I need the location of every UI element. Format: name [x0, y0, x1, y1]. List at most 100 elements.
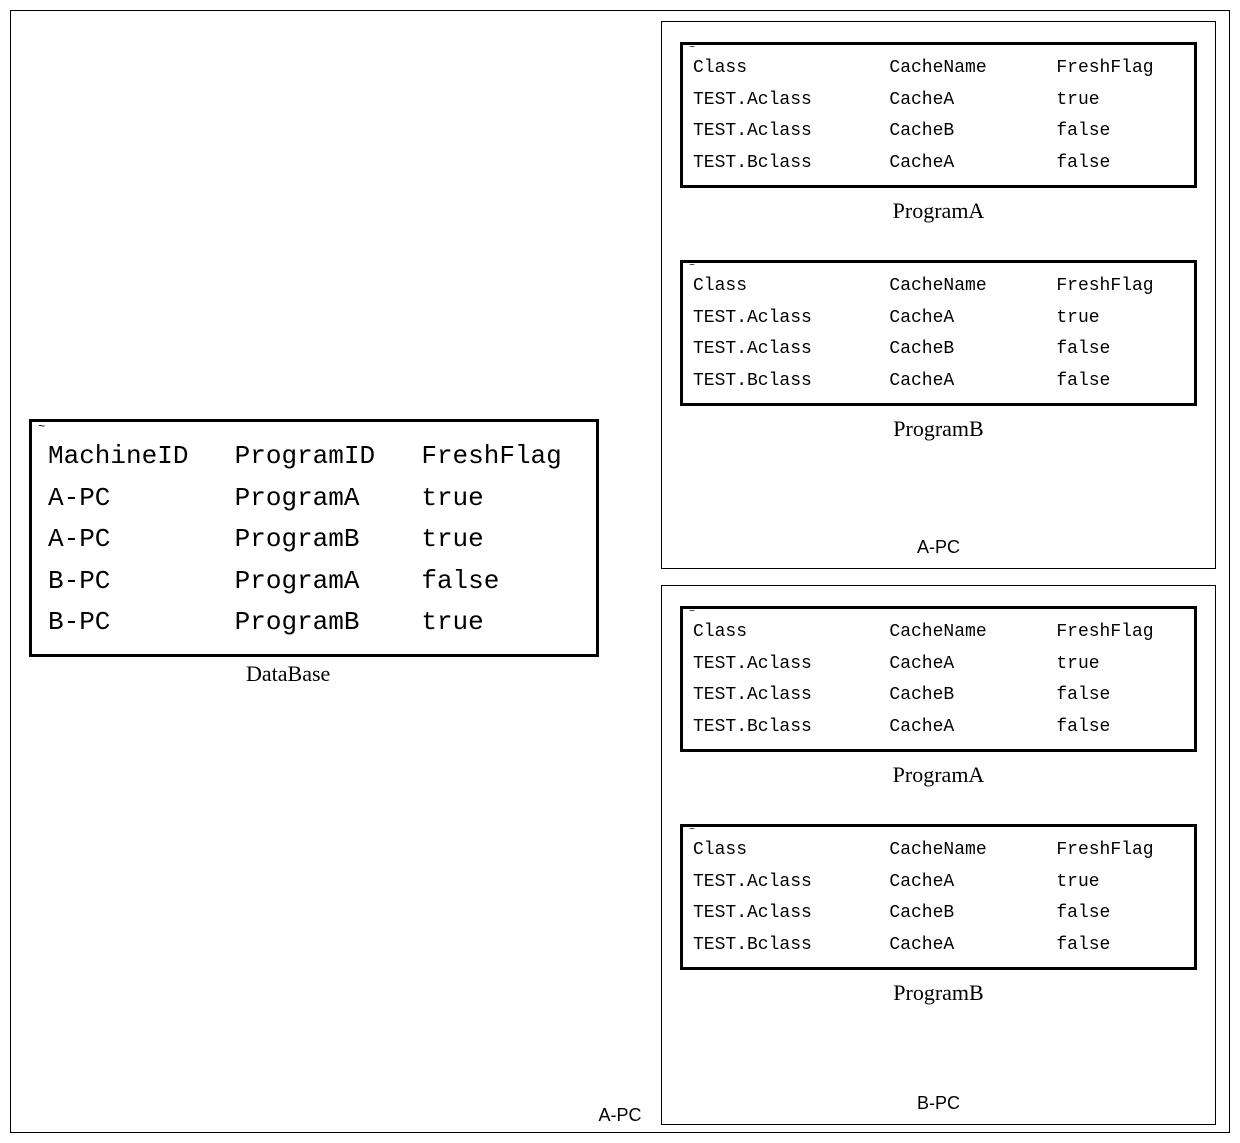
tilde-icon: ~ [38, 420, 45, 434]
prog-cell: true [1056, 867, 1184, 899]
table-row: TEST.Aclass CacheA true [693, 649, 1184, 681]
program-label: ProgramB [680, 980, 1197, 1006]
db-cell: true [421, 519, 580, 561]
table-row: TEST.Aclass CacheA true [693, 85, 1184, 117]
table-row: TEST.Bclass CacheA false [693, 366, 1184, 398]
program-box: ~ Class CacheName FreshFlag TEST.Aclass … [680, 260, 1197, 406]
prog-cell: CacheA [889, 649, 1056, 681]
table-header-row: Class CacheName FreshFlag [693, 617, 1184, 649]
table-row: A-PC ProgramB true [48, 519, 580, 561]
tilde-icon: ~ [689, 261, 695, 272]
prog-cell: false [1056, 712, 1184, 744]
table-header-row: Class CacheName FreshFlag [693, 271, 1184, 303]
program-box: ~ Class CacheName FreshFlag TEST.Aclass … [680, 824, 1197, 970]
table-row: TEST.Aclass CacheB false [693, 680, 1184, 712]
table-header-row: Class CacheName FreshFlag [693, 53, 1184, 85]
prog-cell: CacheA [889, 148, 1056, 180]
prog-cell: true [1056, 85, 1184, 117]
db-col-freshflag: FreshFlag [421, 436, 580, 478]
db-cell: B-PC [48, 561, 235, 603]
tilde-icon: ~ [689, 825, 695, 836]
prog-cell: false [1056, 148, 1184, 180]
prog-cell: CacheA [889, 366, 1056, 398]
db-cell: true [421, 602, 580, 644]
program-box: ~ Class CacheName FreshFlag TEST.Aclass … [680, 606, 1197, 752]
prog-cell: false [1056, 366, 1184, 398]
tilde-icon: ~ [689, 43, 695, 54]
db-cell: A-PC [48, 478, 235, 520]
prog-cell: CacheA [889, 303, 1056, 335]
outer-container: ~ MachineID ProgramID FreshFlag A-PC Pro… [10, 10, 1230, 1133]
table-header-row: Class CacheName FreshFlag [693, 835, 1184, 867]
prog-col-cachename: CacheName [889, 53, 1056, 85]
prog-cell: TEST.Bclass [693, 366, 889, 398]
table-row: TEST.Bclass CacheA false [693, 148, 1184, 180]
database-table: MachineID ProgramID FreshFlag A-PC Progr… [48, 436, 580, 644]
prog-col-freshflag: FreshFlag [1056, 835, 1184, 867]
prog-cell: false [1056, 898, 1184, 930]
prog-cell: TEST.Aclass [693, 116, 889, 148]
program-table: Class CacheName FreshFlag TEST.Aclass Ca… [693, 617, 1184, 743]
prog-col-cachename: CacheName [889, 271, 1056, 303]
database-box: ~ MachineID ProgramID FreshFlag A-PC Pro… [29, 419, 599, 657]
prog-cell: false [1056, 930, 1184, 962]
prog-cell: CacheB [889, 680, 1056, 712]
prog-col-cachename: CacheName [889, 617, 1056, 649]
prog-col-freshflag: FreshFlag [1056, 271, 1184, 303]
program-table: Class CacheName FreshFlag TEST.Aclass Ca… [693, 271, 1184, 397]
table-row: TEST.Bclass CacheA false [693, 712, 1184, 744]
prog-col-cachename: CacheName [889, 835, 1056, 867]
table-header-row: MachineID ProgramID FreshFlag [48, 436, 580, 478]
prog-col-class: Class [693, 271, 889, 303]
prog-cell: false [1056, 334, 1184, 366]
program-table: Class CacheName FreshFlag TEST.Aclass Ca… [693, 835, 1184, 961]
table-row: TEST.Aclass CacheB false [693, 334, 1184, 366]
table-row: B-PC ProgramB true [48, 602, 580, 644]
prog-cell: TEST.Aclass [693, 649, 889, 681]
db-cell: A-PC [48, 519, 235, 561]
table-row: TEST.Aclass CacheA true [693, 867, 1184, 899]
tilde-icon: ~ [689, 607, 695, 618]
table-row: A-PC ProgramA true [48, 478, 580, 520]
db-cell: false [421, 561, 580, 603]
program-label: ProgramA [680, 762, 1197, 788]
prog-cell: CacheB [889, 334, 1056, 366]
prog-cell: CacheA [889, 712, 1056, 744]
database-label: DataBase [246, 661, 330, 687]
program-label: ProgramB [680, 416, 1197, 442]
program-box: ~ Class CacheName FreshFlag TEST.Aclass … [680, 42, 1197, 188]
prog-cell: TEST.Aclass [693, 303, 889, 335]
prog-cell: false [1056, 680, 1184, 712]
prog-cell: TEST.Bclass [693, 930, 889, 962]
db-cell: ProgramA [235, 561, 422, 603]
db-col-programid: ProgramID [235, 436, 422, 478]
prog-cell: CacheA [889, 930, 1056, 962]
prog-cell: TEST.Aclass [693, 680, 889, 712]
prog-col-class: Class [693, 835, 889, 867]
prog-cell: TEST.Aclass [693, 85, 889, 117]
outer-label: A-PC [11, 1105, 1229, 1126]
prog-cell: true [1056, 649, 1184, 681]
table-row: TEST.Aclass CacheB false [693, 116, 1184, 148]
prog-col-freshflag: FreshFlag [1056, 53, 1184, 85]
db-cell: ProgramB [235, 602, 422, 644]
table-row: TEST.Aclass CacheA true [693, 303, 1184, 335]
machine-a-pc: ~ Class CacheName FreshFlag TEST.Aclass … [661, 21, 1216, 569]
prog-cell: TEST.Aclass [693, 867, 889, 899]
db-col-machineid: MachineID [48, 436, 235, 478]
program-label: ProgramA [680, 198, 1197, 224]
table-row: B-PC ProgramA false [48, 561, 580, 603]
prog-cell: TEST.Bclass [693, 712, 889, 744]
prog-cell: TEST.Bclass [693, 148, 889, 180]
prog-cell: false [1056, 116, 1184, 148]
prog-cell: TEST.Aclass [693, 898, 889, 930]
machine-b-pc: ~ Class CacheName FreshFlag TEST.Aclass … [661, 585, 1216, 1125]
prog-col-class: Class [693, 617, 889, 649]
prog-cell: CacheA [889, 867, 1056, 899]
prog-cell: CacheA [889, 85, 1056, 117]
prog-col-freshflag: FreshFlag [1056, 617, 1184, 649]
prog-col-class: Class [693, 53, 889, 85]
db-cell: ProgramA [235, 478, 422, 520]
prog-cell: CacheB [889, 116, 1056, 148]
db-cell: ProgramB [235, 519, 422, 561]
